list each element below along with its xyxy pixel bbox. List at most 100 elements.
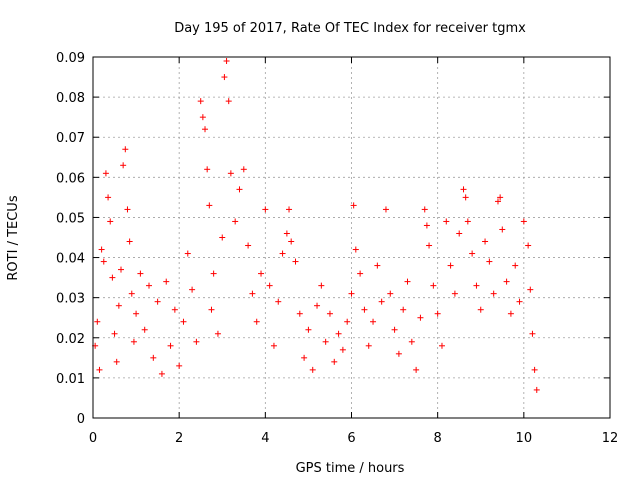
data-point — [464, 218, 471, 225]
data-point — [486, 258, 493, 265]
data-point — [348, 290, 355, 297]
data-point — [232, 218, 239, 225]
y-tick-label: 0.03 — [56, 292, 85, 307]
data-point — [378, 298, 385, 305]
data-point — [404, 278, 411, 285]
data-point — [490, 290, 497, 297]
data-point — [339, 346, 346, 353]
data-point — [361, 306, 368, 313]
data-point — [266, 282, 273, 289]
data-point — [279, 250, 286, 257]
data-point — [370, 318, 377, 325]
data-point — [111, 330, 118, 337]
data-point — [443, 218, 450, 225]
data-point — [413, 366, 420, 373]
data-point — [352, 246, 359, 253]
data-point — [225, 98, 232, 105]
data-point — [124, 206, 131, 213]
data-point — [318, 282, 325, 289]
data-point — [120, 162, 127, 169]
data-point — [180, 318, 187, 325]
data-point — [227, 170, 234, 177]
data-point — [137, 270, 144, 277]
data-point — [150, 354, 157, 361]
data-point — [249, 290, 256, 297]
data-point — [105, 194, 112, 201]
y-tick-label: 0.08 — [56, 91, 85, 106]
data-point — [533, 386, 540, 393]
data-points — [92, 58, 540, 393]
grid — [93, 57, 610, 418]
data-point — [423, 222, 430, 229]
data-point — [331, 358, 338, 365]
data-point — [223, 58, 230, 65]
y-tick-label: 0 — [77, 412, 85, 427]
chart-title: Day 195 of 2017, Rate Of TEC Index for r… — [174, 21, 526, 36]
data-point — [128, 290, 135, 297]
x-tick-label: 4 — [261, 431, 269, 446]
data-point — [206, 202, 213, 209]
data-point — [426, 242, 433, 249]
data-point — [283, 230, 290, 237]
data-point — [210, 270, 217, 277]
data-point — [102, 170, 109, 177]
data-point — [94, 318, 101, 325]
data-point — [507, 310, 514, 317]
data-point — [96, 366, 103, 373]
data-point — [163, 278, 170, 285]
data-point — [296, 310, 303, 317]
x-axis-label: GPS time / hours — [296, 461, 405, 476]
data-point — [395, 350, 402, 357]
data-point — [197, 98, 204, 105]
data-point — [270, 342, 277, 349]
data-point — [374, 262, 381, 269]
data-point — [503, 278, 510, 285]
y-axis: 0 0.01 0.02 0.03 0.04 0.05 0.06 0.07 0.08 0.09 — [56, 51, 610, 427]
data-point — [130, 338, 137, 345]
data-point — [499, 226, 506, 233]
data-point — [391, 326, 398, 333]
x-tick-label: 8 — [434, 431, 442, 446]
data-point — [167, 342, 174, 349]
data-point — [133, 310, 140, 317]
x-tick-label: 0 — [89, 431, 97, 446]
data-point — [421, 206, 428, 213]
data-point — [434, 310, 441, 317]
x-tick-label: 10 — [516, 431, 533, 446]
data-point — [100, 258, 107, 265]
data-point — [497, 194, 504, 201]
data-point — [109, 274, 116, 281]
data-point — [350, 202, 357, 209]
data-point — [208, 306, 215, 313]
data-point — [292, 258, 299, 265]
data-point — [451, 290, 458, 297]
data-point — [408, 338, 415, 345]
y-tick-label: 0.06 — [56, 171, 85, 186]
x-tick-label: 12 — [602, 431, 619, 446]
data-point — [193, 338, 200, 345]
data-point — [469, 250, 476, 257]
y-tick-label: 0.02 — [56, 332, 85, 347]
data-point — [253, 318, 260, 325]
data-point — [107, 218, 114, 225]
data-point — [309, 366, 316, 373]
data-point — [189, 286, 196, 293]
data-point — [141, 326, 148, 333]
data-point — [520, 218, 527, 225]
data-point — [236, 186, 243, 193]
x-axis: 0 2 4 6 8 10 12 — [89, 57, 618, 446]
data-point — [176, 362, 183, 369]
data-point — [275, 298, 282, 305]
data-point — [462, 194, 469, 201]
data-point — [221, 74, 228, 81]
data-point — [286, 206, 293, 213]
data-point — [115, 302, 122, 309]
data-point — [529, 330, 536, 337]
data-point — [335, 330, 342, 337]
data-point — [158, 370, 165, 377]
data-point — [146, 282, 153, 289]
data-point — [516, 298, 523, 305]
data-point — [512, 262, 519, 269]
data-point — [357, 270, 364, 277]
